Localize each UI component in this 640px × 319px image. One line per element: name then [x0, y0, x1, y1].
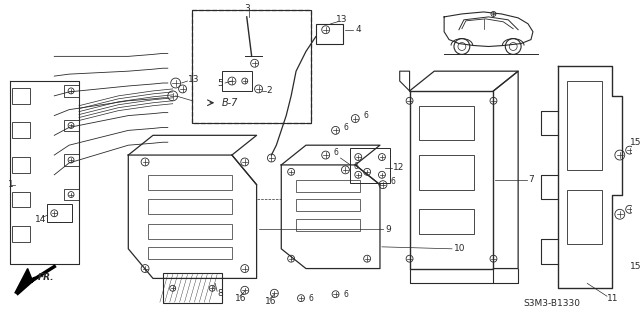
- Bar: [148, 199, 232, 214]
- Text: 2: 2: [266, 86, 272, 95]
- Text: 16: 16: [264, 297, 276, 306]
- Text: B-7: B-7: [222, 98, 239, 108]
- Text: 7: 7: [528, 175, 534, 184]
- Bar: [64, 85, 79, 97]
- Bar: [296, 180, 360, 192]
- Bar: [296, 219, 360, 231]
- Bar: [148, 247, 232, 259]
- Bar: [163, 273, 222, 303]
- Text: 13: 13: [188, 75, 199, 84]
- Bar: [12, 226, 29, 242]
- Bar: [419, 106, 474, 140]
- Text: 14: 14: [35, 215, 46, 224]
- Bar: [419, 209, 474, 234]
- Text: 13: 13: [335, 15, 347, 24]
- Text: 16: 16: [235, 294, 246, 303]
- Text: FR.: FR.: [38, 273, 54, 282]
- Bar: [222, 71, 252, 91]
- Text: 6: 6: [363, 111, 368, 120]
- Bar: [47, 204, 72, 222]
- Bar: [296, 199, 360, 211]
- Text: 6: 6: [344, 123, 348, 132]
- Text: 10: 10: [454, 244, 465, 253]
- Bar: [64, 154, 79, 166]
- Text: 5: 5: [217, 78, 223, 87]
- Bar: [12, 157, 29, 173]
- Text: 6: 6: [344, 290, 348, 299]
- Bar: [12, 122, 29, 138]
- Text: 12: 12: [393, 163, 404, 172]
- Text: 6: 6: [333, 148, 339, 157]
- Bar: [148, 224, 232, 239]
- Text: 9: 9: [385, 225, 390, 234]
- Bar: [316, 24, 344, 43]
- Bar: [12, 88, 29, 104]
- Polygon shape: [15, 269, 31, 293]
- Bar: [148, 175, 232, 189]
- Text: 6: 6: [391, 177, 396, 186]
- Bar: [64, 120, 79, 131]
- Text: S3M3-B1330: S3M3-B1330: [523, 299, 580, 308]
- Bar: [419, 155, 474, 189]
- Bar: [568, 189, 602, 244]
- Text: 11: 11: [607, 294, 618, 303]
- Bar: [193, 10, 311, 123]
- Text: 4: 4: [355, 25, 361, 34]
- Text: 15: 15: [630, 262, 640, 271]
- Bar: [12, 192, 29, 207]
- Text: 1: 1: [8, 180, 13, 189]
- Bar: [193, 10, 311, 123]
- Text: 6: 6: [353, 162, 358, 171]
- Bar: [350, 148, 390, 183]
- Text: 6: 6: [309, 294, 314, 303]
- Text: 8: 8: [217, 289, 223, 298]
- Text: 3: 3: [244, 4, 250, 12]
- Text: 15: 15: [630, 138, 640, 147]
- Bar: [568, 81, 602, 170]
- Bar: [64, 189, 79, 200]
